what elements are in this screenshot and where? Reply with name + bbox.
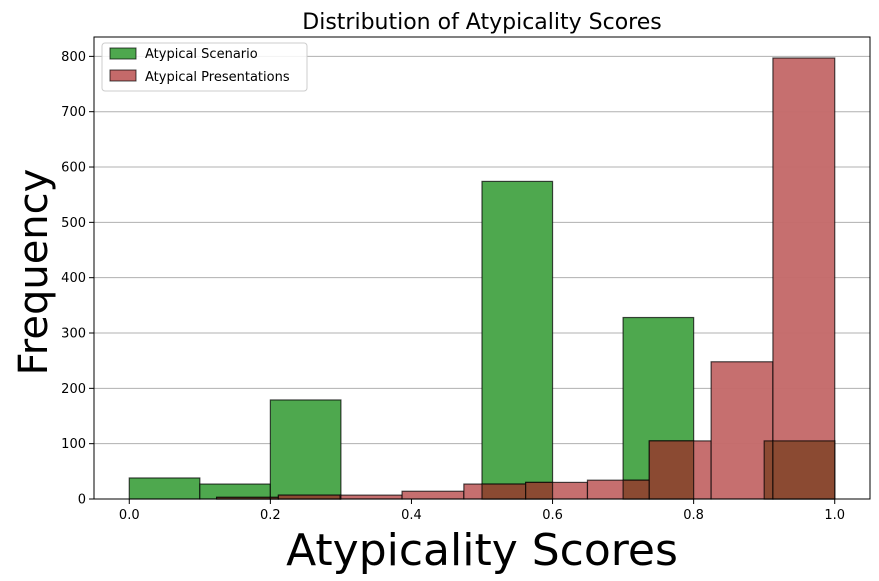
bar-overlap — [622, 479, 650, 500]
y-axis-ticks: 0 100 200 300 400 500 600 700 800 — [61, 50, 94, 508]
legend-swatch-atypical-scenario — [109, 47, 137, 60]
x-tick-label: 1.0 — [824, 508, 845, 523]
bar-atypical-scenario — [128, 477, 201, 500]
bar-overlap — [763, 440, 774, 500]
bar-atypical-presentations — [339, 494, 403, 500]
y-tick-label: 500 — [61, 216, 86, 231]
x-axis-label: Atypicality Scores — [286, 525, 678, 576]
bar-atypical-presentations — [772, 57, 836, 500]
y-tick-label: 400 — [61, 271, 86, 286]
bar-overlap — [339, 494, 342, 500]
plot-area-frame — [93, 36, 871, 500]
bar-atypical-presentations — [710, 361, 774, 500]
legend: Atypical Scenario Atypical Presentations — [101, 42, 308, 92]
y-tick-label: 700 — [61, 105, 86, 120]
y-tick-label: 300 — [61, 327, 86, 342]
x-tick-label: 0.2 — [260, 508, 281, 523]
bar-overlap — [648, 440, 695, 500]
bar-atypical-scenario — [269, 399, 342, 500]
x-tick-label: 0.8 — [683, 508, 704, 523]
y-axis-label: Frequency — [11, 169, 57, 376]
bar-atypical-presentations — [401, 490, 465, 500]
y-tick-label: 100 — [61, 437, 86, 452]
y-tick-label: 600 — [61, 161, 86, 176]
x-tick-label: 0.6 — [542, 508, 563, 523]
y-tick-label: 200 — [61, 382, 86, 397]
bar-overlap — [481, 483, 527, 500]
x-tick-label: 0.0 — [119, 508, 140, 523]
bars — [128, 57, 836, 500]
x-axis-ticks: 0.0 0.2 0.4 0.6 0.8 1.0 — [119, 499, 845, 523]
chart-title: Distribution of Atypicality Scores — [302, 10, 661, 35]
x-tick-label: 0.4 — [401, 508, 422, 523]
bar-overlap — [277, 494, 341, 500]
legend-box — [101, 42, 308, 92]
y-tick-label: 800 — [61, 50, 86, 65]
legend-label-atypical-presentations: Atypical Presentations — [145, 70, 290, 85]
legend-swatch-atypical-presentations — [109, 69, 137, 82]
bar-atypical-scenario — [481, 180, 554, 500]
legend-label-atypical-scenario: Atypical Scenario — [145, 47, 258, 62]
bar-overlap — [525, 481, 554, 500]
bar-overlap — [772, 440, 836, 500]
y-tick-label: 0 — [78, 493, 86, 508]
